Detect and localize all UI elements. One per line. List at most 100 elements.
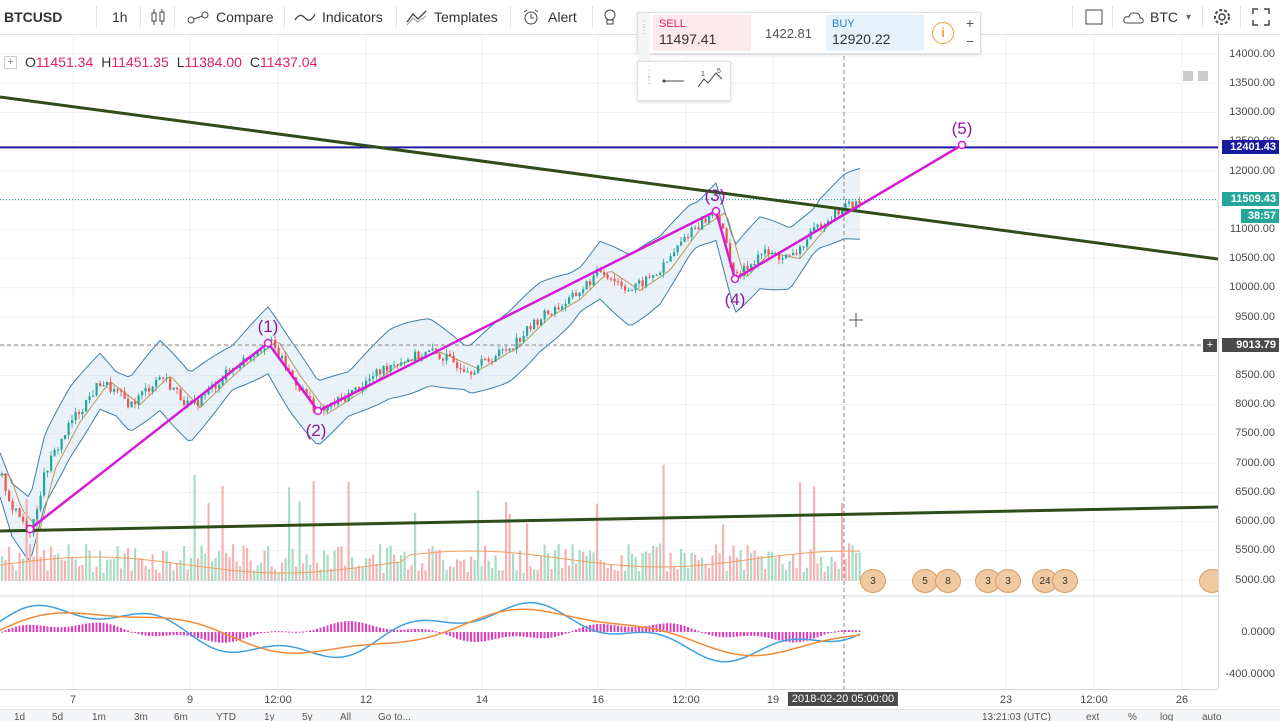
range-ytd[interactable]: YTD — [216, 712, 236, 721]
chart-pane[interactable] — [0, 35, 1219, 689]
ext-toggle[interactable]: ext — [1086, 712, 1100, 721]
currency-button[interactable]: BTC ▾ — [1122, 0, 1191, 34]
info-icon[interactable]: i — [932, 22, 954, 44]
range-5d[interactable]: 5d — [52, 712, 64, 721]
volume-bar — [67, 544, 70, 581]
line-tool-icon[interactable] — [662, 72, 686, 90]
symbol-search[interactable]: BTCUSD — [4, 0, 62, 34]
signal-line — [0, 608, 861, 657]
volume-bar — [32, 556, 35, 581]
compare-button[interactable]: Compare — [186, 0, 274, 34]
ohlc-open-label: O — [25, 54, 36, 70]
drag-handle-icon[interactable]: ⋮ ⋮ — [638, 13, 650, 61]
event-badge[interactable]: 8 — [935, 569, 961, 593]
sell-price: 11497.41 — [659, 31, 717, 47]
macd-histogram-bar — [319, 627, 322, 632]
macd-histogram-bar — [235, 632, 238, 641]
price-chart[interactable] — [0, 35, 1219, 689]
volume-bar — [218, 551, 221, 581]
volume-bar — [473, 560, 476, 581]
candle-body — [648, 276, 651, 278]
candle-body — [687, 237, 690, 239]
event-badge[interactable]: 3 — [1052, 569, 1078, 593]
event-badge[interactable]: 5 — [912, 569, 938, 593]
candle-body — [750, 264, 753, 271]
add-order-icon[interactable]: + — [1203, 339, 1217, 352]
candle-body — [253, 355, 256, 357]
macd-histogram-bar — [631, 627, 633, 632]
templates-button[interactable]: Templates — [406, 0, 498, 34]
log-toggle[interactable]: log — [1160, 712, 1174, 721]
candle-body — [36, 509, 39, 520]
ideas-button[interactable] — [602, 0, 618, 34]
range-1d[interactable]: 1d — [14, 712, 26, 721]
indicators-button[interactable]: Indicators — [294, 0, 383, 34]
candle-body — [599, 269, 602, 273]
event-badge[interactable]: 3 — [860, 569, 886, 593]
layout-button[interactable] — [1084, 0, 1104, 34]
range-3m[interactable]: 3m — [134, 712, 148, 721]
range-5y[interactable]: 5y — [302, 712, 313, 721]
toolbar-divider — [1112, 6, 1113, 28]
drag-handle-icon[interactable]: ⋮ ⋮ — [644, 69, 654, 86]
alert-button[interactable]: Alert — [520, 0, 577, 34]
go-to-button[interactable]: Go to... — [378, 712, 411, 721]
wave-point — [263, 338, 273, 348]
candle-body — [78, 411, 81, 415]
sell-button[interactable]: SELL 11497.41 — [653, 15, 751, 51]
settings-button[interactable] — [1212, 0, 1232, 34]
minus-button[interactable]: − — [965, 33, 975, 49]
volume-bar — [148, 568, 151, 581]
event-badge[interactable]: 3 — [995, 569, 1021, 593]
volume-bar — [837, 568, 840, 581]
volume-bar — [165, 551, 168, 581]
macd-histogram-bar — [344, 621, 346, 632]
macd-histogram-bar — [46, 626, 49, 632]
price-scale[interactable]: 14000.00 13500.00 13000.00 12500.00 1200… — [1218, 35, 1280, 689]
range-1y[interactable]: 1y — [264, 712, 275, 721]
candle-body — [505, 349, 508, 351]
chart-type-button[interactable] — [150, 0, 166, 34]
candle-body — [683, 237, 686, 242]
volume-bar — [725, 570, 728, 581]
buy-button[interactable]: BUY 12920.22 — [826, 15, 924, 51]
candle-body — [778, 253, 781, 260]
candle-body — [613, 278, 616, 282]
candle-body — [1, 473, 4, 475]
range-6m[interactable]: 6m — [174, 712, 188, 721]
time-tick: 12 — [359, 694, 373, 706]
volume-bar — [816, 563, 819, 581]
candle-body — [372, 376, 375, 379]
volume-bar — [344, 565, 347, 581]
toolbar-divider — [1202, 6, 1203, 28]
macd-histogram-bar — [407, 629, 409, 632]
auto-toggle[interactable]: auto — [1202, 712, 1222, 721]
expand-legend-icon[interactable]: + — [4, 55, 17, 69]
plus-button[interactable]: + — [965, 15, 975, 31]
pane-button-icon[interactable] — [1183, 71, 1193, 81]
macd-histogram-bar — [764, 632, 766, 638]
wave-label-3: (3) — [704, 186, 726, 205]
macd-histogram-bar — [571, 630, 574, 632]
macd-histogram-bar — [477, 632, 479, 642]
volume-bar — [109, 559, 112, 581]
fullscreen-button[interactable] — [1252, 0, 1270, 34]
volume-bar — [715, 544, 718, 581]
candle-body — [788, 254, 791, 256]
candle-body — [137, 395, 140, 405]
percent-toggle[interactable]: % — [1128, 712, 1137, 721]
volume-bar — [778, 556, 781, 581]
volume-bar — [162, 550, 165, 581]
volume-bar — [144, 566, 147, 581]
pane-button-icon[interactable] — [1198, 71, 1208, 81]
volume-bar — [498, 570, 501, 581]
time-axis[interactable]: 7 9 12:00 12 14 16 12:00 19 23 12:00 26 … — [0, 689, 1218, 710]
volume-bar — [361, 566, 364, 581]
volume-bar — [417, 570, 420, 581]
range-all[interactable]: All — [340, 712, 352, 721]
volume-bar — [386, 547, 389, 581]
volume-bar — [113, 558, 116, 581]
interval-button[interactable]: 1h — [112, 0, 128, 34]
range-1m[interactable]: 1m — [92, 712, 106, 721]
